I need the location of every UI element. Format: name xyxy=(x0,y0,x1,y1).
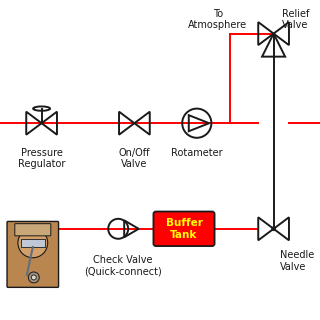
Text: Rotameter: Rotameter xyxy=(171,148,223,158)
Circle shape xyxy=(31,275,36,280)
Text: Buffer
Tank: Buffer Tank xyxy=(165,218,203,240)
Text: Relief
Valve: Relief Valve xyxy=(282,9,309,30)
Circle shape xyxy=(18,228,48,258)
Circle shape xyxy=(28,272,39,283)
Text: Needle
Valve: Needle Valve xyxy=(280,250,314,272)
FancyBboxPatch shape xyxy=(7,221,59,287)
FancyBboxPatch shape xyxy=(15,224,51,236)
Text: Pressure
Regulator: Pressure Regulator xyxy=(18,148,65,169)
Text: Check Valve
(Quick-connect): Check Valve (Quick-connect) xyxy=(84,255,162,276)
Bar xyxy=(21,239,45,247)
Circle shape xyxy=(272,227,276,231)
Text: On/Off
Valve: On/Off Valve xyxy=(119,148,150,169)
Text: To
Atmosphere: To Atmosphere xyxy=(188,9,247,30)
FancyBboxPatch shape xyxy=(153,212,214,246)
